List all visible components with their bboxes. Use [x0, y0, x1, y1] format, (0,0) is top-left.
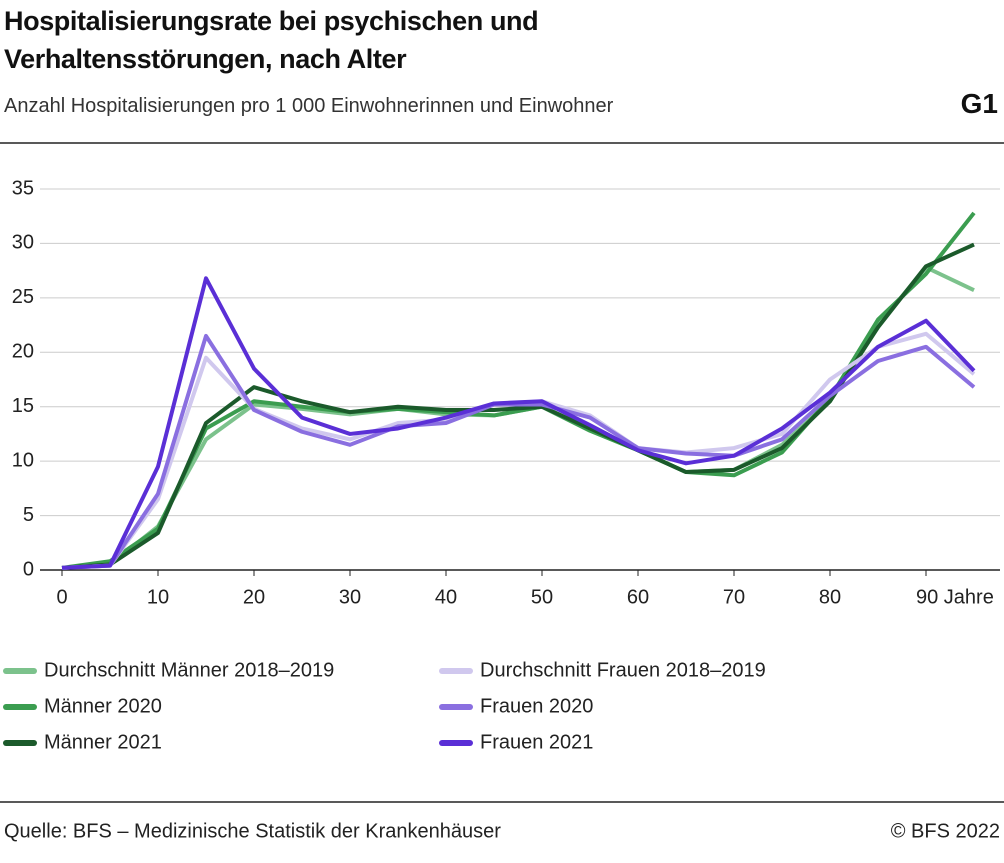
x-tick-label: 70 [723, 586, 745, 608]
series-line [61, 333, 976, 570]
x-tick-label: 90 Jahre [916, 586, 994, 608]
x-tick-label: 40 [435, 586, 457, 608]
source: Quelle: BFS – Medizinische Statistik der… [4, 820, 501, 842]
x-tick-label: 10 [147, 586, 169, 608]
subtitle: Anzahl Hospitalisierungen pro 1 000 Einw… [4, 95, 614, 117]
x-tick-label: 20 [243, 586, 265, 608]
y-tick-label: 35 [12, 177, 34, 199]
x-tick-label: 60 [627, 586, 649, 608]
y-tick-label: 0 [23, 558, 34, 580]
legend-label: Durchschnitt Männer 2018–2019 [44, 659, 334, 681]
x-tick-label: 0 [56, 586, 67, 608]
y-tick-label: 20 [12, 341, 34, 363]
legend-label: Frauen 2020 [480, 695, 593, 717]
x-tick-label: 50 [531, 586, 553, 608]
series-line [61, 276, 976, 570]
legend-label: Frauen 2021 [480, 731, 593, 753]
chart-code: G1 [960, 88, 998, 119]
y-tick-label: 10 [12, 449, 34, 471]
y-tick-label: 25 [12, 286, 34, 308]
series-line [61, 242, 975, 570]
title: Hospitalisierungsrate bei psychischen un… [4, 6, 539, 74]
y-tick-label: 15 [12, 395, 34, 417]
y-tick-label: 30 [12, 232, 34, 254]
x-tick-label: 80 [819, 586, 841, 608]
legend-label: Durchschnitt Frauen 2018–2019 [480, 659, 766, 681]
legend-label: Männer 2021 [44, 731, 162, 753]
copyright: © BFS 2022 [891, 820, 1000, 842]
legend-label: Männer 2020 [44, 695, 162, 717]
y-tick-label: 5 [23, 504, 34, 526]
x-tick-label: 30 [339, 586, 361, 608]
